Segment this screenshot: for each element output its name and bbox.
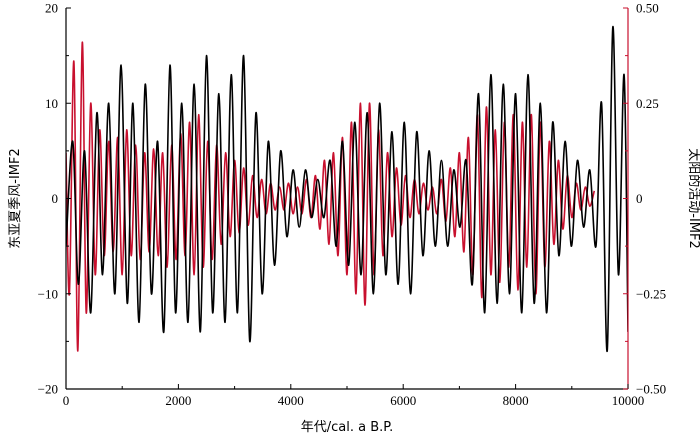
y-axis-title-right: 太阳的活动-IMF2 (686, 148, 700, 249)
series-line-monsoon (66, 26, 628, 352)
y-tick-label-left: 10 (45, 96, 58, 111)
y-axis-title-left: 东亚夏季风-IMF2 (8, 148, 23, 249)
x-tick-label: 6000 (390, 393, 416, 408)
y-tick-label-right: 0.25 (636, 96, 659, 111)
y-tick-label-left: −10 (38, 286, 58, 301)
y-tick-label-right: 0 (636, 191, 643, 206)
ticks-layer (65, 7, 629, 390)
x-tick-label: 10000 (612, 393, 645, 408)
y-tick-label-right: 0.50 (636, 1, 659, 16)
x-tick-label: 2000 (165, 393, 191, 408)
y-tick-label-left: 0 (52, 191, 59, 206)
labels-layer: 0 2000 4000 6000 8000 10000 20 10 0 −10 −20 0.50 0.2… (8, 1, 700, 436)
x-axis-title: 年代/cal. a B.P. (301, 420, 393, 435)
y-tick-label-left: −20 (38, 382, 58, 397)
x-tick-label: 0 (63, 393, 70, 408)
y-tick-label-left: 20 (45, 1, 58, 16)
x-tick-label: 4000 (278, 393, 304, 408)
x-tick-label: 8000 (503, 393, 529, 408)
y-tick-label-right: −0.50 (636, 382, 666, 397)
y-tick-label-right: −0.25 (636, 286, 666, 301)
series-layer (66, 26, 628, 352)
